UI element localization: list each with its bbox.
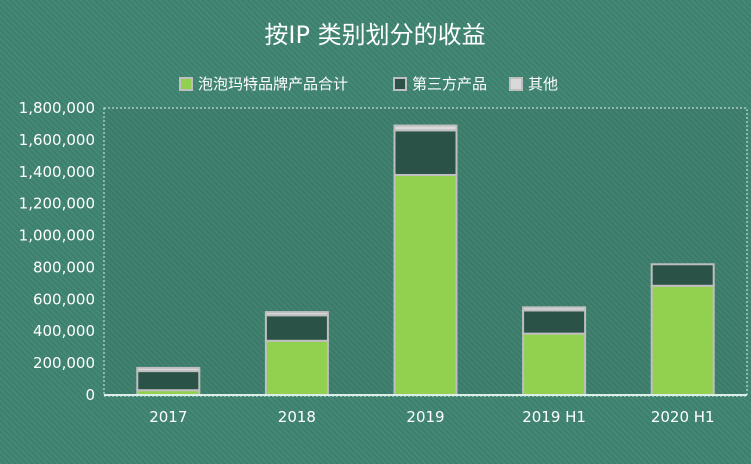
legend-swatch-0 bbox=[179, 77, 193, 91]
bar-1-series-2 bbox=[264, 311, 329, 317]
x-tick-label: 2019 bbox=[406, 408, 444, 426]
bar-4-series-0 bbox=[650, 284, 715, 396]
y-tick-label: 0 bbox=[85, 386, 95, 404]
y-tick-label: 200,000 bbox=[33, 354, 95, 372]
legend: 泡泡玛特品牌产品合计 第三方产品 其他 bbox=[179, 75, 558, 93]
bar-0-series-1 bbox=[136, 370, 201, 392]
bar-stack-4 bbox=[650, 263, 715, 396]
y-tick-label: 400,000 bbox=[33, 322, 95, 340]
bar-3-series-2 bbox=[522, 306, 587, 312]
bar-3-series-1 bbox=[522, 309, 587, 335]
legend-label-0: 泡泡玛特品牌产品合计 bbox=[198, 75, 348, 93]
y-tick-label: 600,000 bbox=[33, 290, 95, 308]
legend-label-1: 第三方产品 bbox=[412, 75, 487, 93]
legend-label-2: 其他 bbox=[528, 75, 558, 93]
x-axis: 2017 2018 2019 2019 H1 2020 H1 bbox=[104, 394, 747, 426]
x-tick-label: 2019 H1 bbox=[522, 408, 586, 426]
y-axis: 0 200,000 400,000 600,000 800,000 1,000,000 1,… bbox=[19, 99, 95, 404]
y-tick-label: 1,800,000 bbox=[19, 99, 95, 117]
y-tick-label: 1,000,000 bbox=[19, 227, 95, 245]
bar-2-series-1 bbox=[393, 129, 458, 176]
bar-0-series-2 bbox=[136, 366, 201, 373]
bar-stack-1 bbox=[264, 311, 329, 396]
bar-stack-2 bbox=[393, 124, 458, 396]
bar-3-series-0 bbox=[522, 332, 587, 397]
x-tick-label: 2020 H1 bbox=[651, 408, 715, 426]
legend-swatch-2 bbox=[509, 77, 523, 91]
y-tick-label: 1,400,000 bbox=[19, 163, 95, 181]
bar-stack-0 bbox=[136, 366, 201, 397]
bars bbox=[136, 124, 715, 397]
bar-4-series-1 bbox=[650, 263, 715, 287]
bar-1-series-0 bbox=[264, 339, 329, 396]
y-tick-label: 1,600,000 bbox=[19, 131, 95, 149]
x-tick-label: 2017 bbox=[149, 408, 187, 426]
y-tick-label: 800,000 bbox=[33, 258, 95, 276]
x-tick-label: 2018 bbox=[278, 408, 316, 426]
bar-stack-3 bbox=[522, 306, 587, 397]
legend-swatch-1 bbox=[393, 77, 407, 91]
bar-2-series-2 bbox=[393, 124, 458, 132]
y-tick-label: 1,200,000 bbox=[19, 195, 95, 213]
bar-2-series-0 bbox=[393, 173, 458, 396]
chart-title: 按IP 类别划分的收益 bbox=[264, 21, 485, 49]
bar-1-series-1 bbox=[264, 314, 329, 342]
